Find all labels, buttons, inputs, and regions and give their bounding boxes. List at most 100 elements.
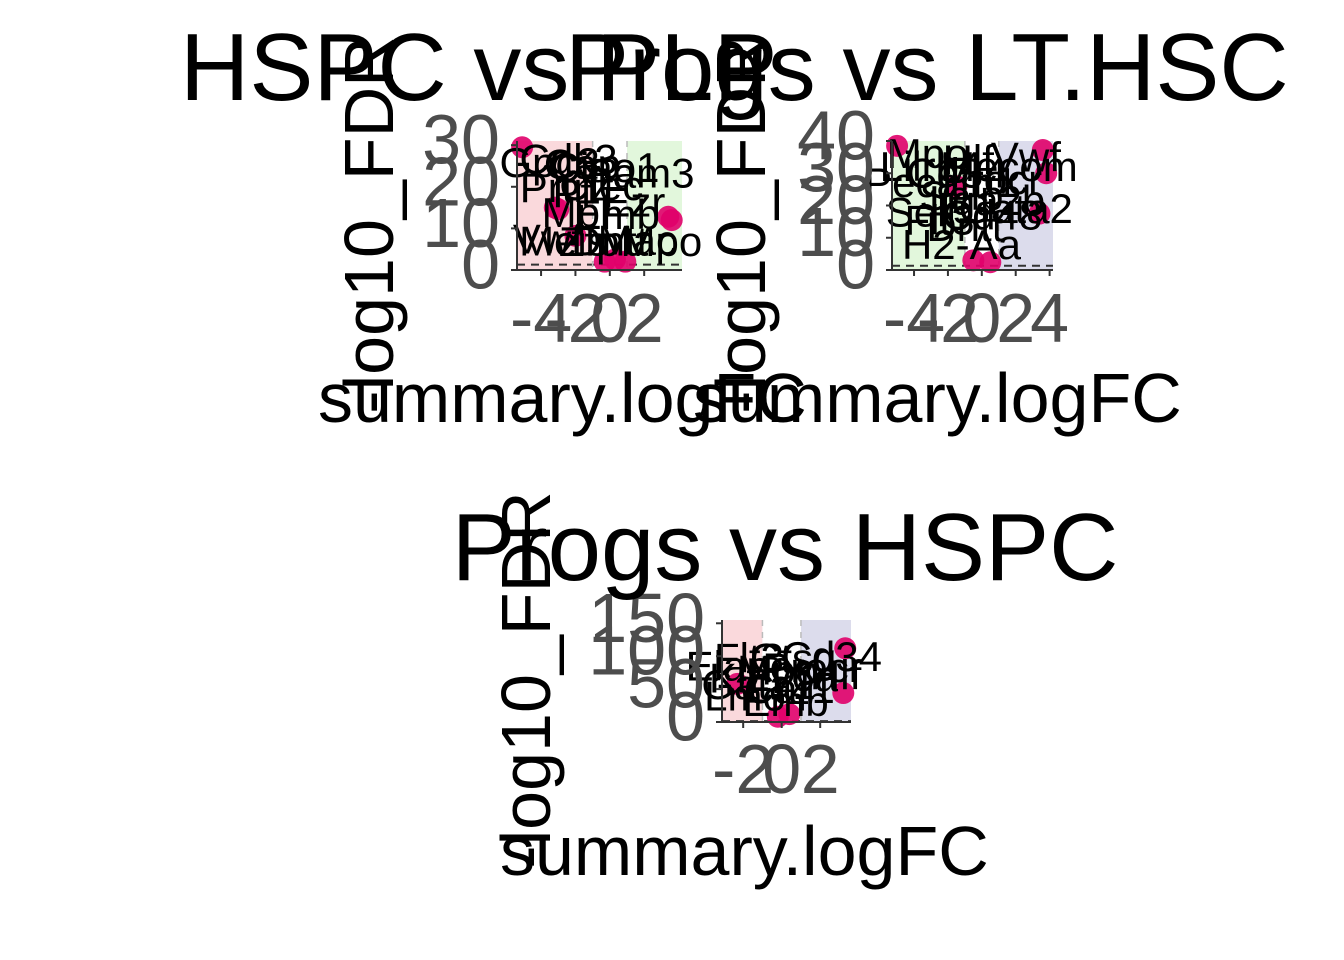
chart-panel-1: Gpc3Cdk3CapCiao1Fam3Pf4EzrPrtnMplClecEmb… (180, 14, 807, 437)
gene-label: Meis (519, 217, 608, 264)
gene-label: Dntt (571, 217, 648, 264)
y-tick-label: 10 (797, 193, 875, 271)
gene-label: Gata1 (701, 661, 815, 708)
x-axis-title: summary.logFC (318, 359, 807, 437)
data-point (832, 682, 855, 705)
x-tick-label: -4 (883, 279, 945, 357)
gene-label: Emb (742, 678, 828, 725)
gene-label: Ciao1 (550, 144, 660, 191)
gene-label: Hlf (943, 137, 995, 184)
y-tick-label: 100 (588, 612, 705, 690)
y-axis-title: -log10_FDR (702, 36, 780, 413)
gene-label: Elane (686, 642, 793, 689)
data-point (1028, 202, 1051, 225)
chart-title: Progs vs HSPC (452, 494, 1119, 601)
x-tick-label: -2 (544, 279, 606, 357)
gene-label: Ly6a (748, 653, 838, 700)
x-tick-label: -2 (712, 730, 774, 808)
data-point (564, 224, 587, 247)
gene-label: Hlf (810, 652, 862, 699)
data-point (834, 637, 857, 660)
x-tick-label: 2 (625, 279, 664, 357)
chart-panel-2: MpoLilrb4Pecam1Cd34HlfProcrMecomVwfSelpI… (565, 14, 1289, 437)
gene-label: Mpo (737, 646, 819, 693)
data-point (660, 209, 683, 232)
y-tick-label: 10 (422, 184, 500, 262)
gene-label: Mpo (887, 130, 969, 177)
y-axis-title: -log10_FDR (330, 36, 408, 413)
gene-label: Vwf (513, 216, 583, 263)
gene-label: Car1 (744, 665, 835, 712)
y-tick-label: 40 (797, 96, 875, 174)
y-tick-label: 30 (422, 101, 500, 179)
x-tick-label: 0 (762, 730, 801, 808)
gene-label: Mpo (621, 218, 703, 265)
gene-label: Flt3 (714, 635, 784, 682)
region-band-3 (627, 141, 682, 270)
data-point (778, 703, 801, 726)
gene-label: Gata2 (959, 185, 1073, 232)
region-band-3 (800, 620, 851, 722)
data-point (614, 250, 637, 273)
chart-panel-3: Flt3CtsgCd34ElaneMpoProcrKitLy6aHlfGata1… (452, 491, 1119, 890)
gene-label: Mecom (940, 143, 1078, 190)
gene-label: Prtn (520, 164, 597, 211)
gene-label: Itga2b (929, 177, 1046, 224)
y-axis-title: -log10_FDR (487, 491, 565, 868)
gene-label: Selp (919, 172, 1003, 219)
gene-label: H2-Aa (902, 221, 1022, 268)
gene-label: Cdk3 (520, 136, 618, 183)
data-point (547, 198, 570, 221)
gene-label: Cd48 (942, 191, 1042, 238)
region-band-2 (964, 141, 999, 270)
gene-label: Cap (544, 141, 621, 188)
x-tick-label: -2 (917, 279, 979, 357)
x-tick-label: 2 (801, 730, 840, 808)
x-axis-title: summary.logFC (500, 812, 989, 890)
data-point (945, 175, 968, 198)
gene-label: Emb (574, 191, 660, 238)
gene-label: Procr (762, 644, 862, 691)
gene-label: Cd34 (906, 150, 1006, 197)
y-tick-label: 0 (666, 677, 705, 755)
gene-label: Zfp (559, 218, 620, 265)
y-tick-label: 30 (797, 129, 875, 207)
data-point (1031, 139, 1054, 162)
chart-title: HSPC vs PLP (180, 14, 778, 121)
region-band-1 (892, 141, 965, 270)
x-tick-label: 0 (962, 279, 1001, 357)
gene-label: Mpl (542, 189, 610, 236)
y-tick-label: 150 (588, 579, 705, 657)
data-point (962, 249, 985, 272)
region-band-2 (592, 141, 627, 270)
gene-label: Flt3 (904, 196, 974, 243)
gene-label: Cd34 (782, 633, 882, 680)
gene-label: Dntt (926, 203, 1003, 250)
gene-label: Fam3 (587, 149, 694, 196)
gene-label: Ctsg (750, 635, 836, 682)
gene-label: Clec (559, 162, 643, 209)
gene-label: Ezr (602, 179, 665, 226)
chart-title: Progs vs LT.HSC (565, 14, 1289, 121)
y-tick-label: 0 (461, 225, 500, 303)
region-band-1 (722, 620, 763, 722)
y-tick-label: 50 (627, 645, 705, 723)
gene-label: Procr (942, 156, 1042, 203)
x-tick-label: 0 (590, 279, 629, 357)
gene-label: Pecam1 (864, 159, 1018, 206)
y-tick-label: 0 (836, 225, 875, 303)
x-axis-title: summary.logFC (693, 359, 1182, 437)
y-tick-label: 20 (797, 161, 875, 239)
gene-label: Lilrb4 (880, 143, 983, 190)
x-tick-label: -4 (510, 279, 572, 357)
gene-label: Pf4 (553, 169, 616, 216)
gene-label: Vwf (991, 133, 1061, 180)
gene-label: Mac (598, 216, 677, 263)
data-point (726, 672, 749, 695)
gene-label: Sell (886, 188, 956, 235)
data-point (1035, 162, 1058, 185)
x-tick-label: 4 (1030, 279, 1069, 357)
y-tick-label: 20 (422, 142, 500, 220)
gene-label: Kit (709, 654, 758, 701)
